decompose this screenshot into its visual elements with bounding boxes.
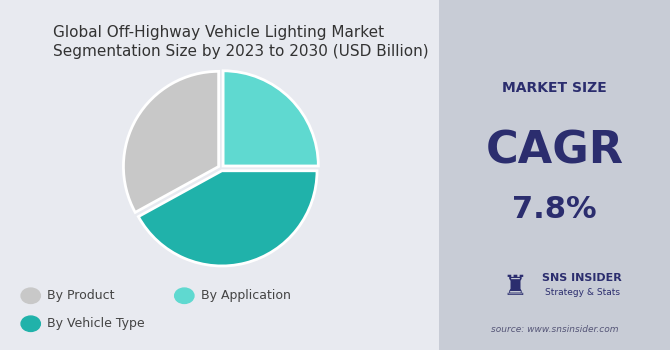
Text: Strategy & Stats: Strategy & Stats xyxy=(545,288,620,297)
Circle shape xyxy=(175,288,194,303)
Text: ♜: ♜ xyxy=(502,273,527,301)
Circle shape xyxy=(21,288,40,303)
Wedge shape xyxy=(123,71,218,212)
Text: By Application: By Application xyxy=(201,289,291,302)
Wedge shape xyxy=(139,171,317,266)
Wedge shape xyxy=(223,71,318,166)
Text: SNS INSIDER: SNS INSIDER xyxy=(542,273,622,283)
Text: By Vehicle Type: By Vehicle Type xyxy=(48,317,145,330)
Text: CAGR: CAGR xyxy=(486,129,623,172)
Text: source: www.snsinsider.com: source: www.snsinsider.com xyxy=(490,324,618,334)
Text: By Product: By Product xyxy=(48,289,115,302)
Text: Global Off-Highway Vehicle Lighting Market
Segmentation Size by 2023 to 2030 (US: Global Off-Highway Vehicle Lighting Mark… xyxy=(53,25,428,59)
Circle shape xyxy=(21,316,40,331)
FancyBboxPatch shape xyxy=(432,0,670,350)
Text: 7.8%: 7.8% xyxy=(512,196,597,224)
Text: MARKET SIZE: MARKET SIZE xyxy=(502,80,607,94)
